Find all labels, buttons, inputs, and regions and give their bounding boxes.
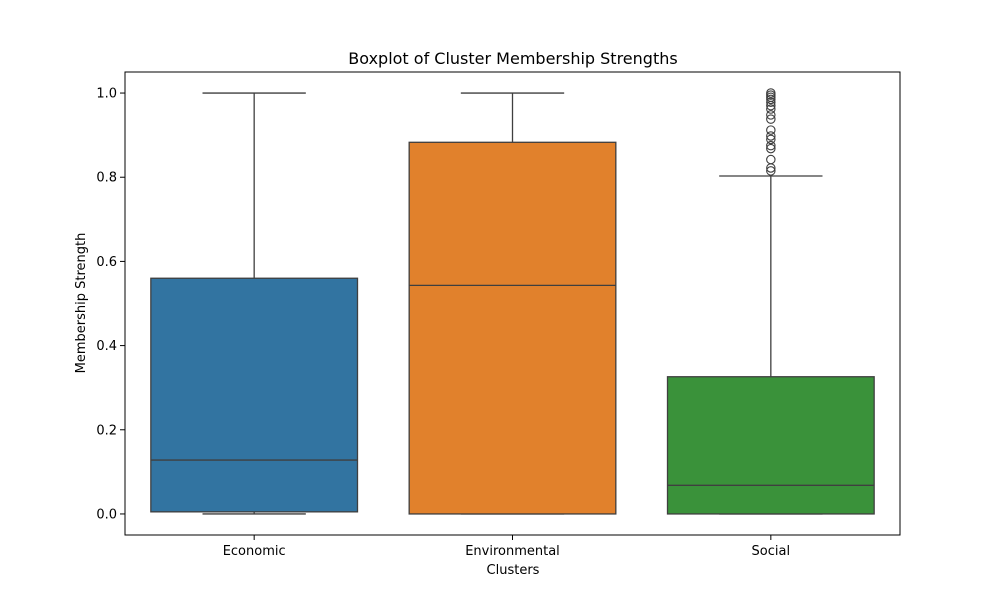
y-tick-label: 0.6 (96, 255, 117, 270)
y-tick-label: 0.2 (96, 423, 117, 438)
x-tick-label: Economic (223, 544, 286, 559)
outlier-point (766, 104, 776, 114)
y-tick-label: 0.4 (96, 339, 117, 354)
outlier-point (766, 88, 776, 98)
y-tick-label: 1.0 (96, 87, 117, 102)
outlier-point (766, 97, 776, 108)
x-tick-label: Environmental (465, 544, 560, 559)
outlier-point (766, 114, 776, 124)
outlier-point (766, 140, 776, 151)
box-group-social (666, 88, 875, 515)
outlier-point (766, 143, 776, 154)
box-group-environmental (408, 92, 617, 515)
chart-title: Boxplot of Cluster Membership Strengths (348, 49, 677, 68)
x-tick-label: Social (752, 544, 791, 559)
outlier-point (766, 166, 776, 176)
outlier-point (766, 131, 776, 141)
y-tick-label: 0.8 (96, 171, 117, 186)
y-axis-label: Membership Strength (74, 233, 89, 374)
box (666, 376, 875, 515)
outlier-point (766, 134, 776, 145)
outlier-point (766, 125, 776, 135)
box (408, 141, 617, 515)
box (150, 277, 359, 513)
plot-area: 0.0 0.2 0.4 0.6 0.8 1.0 Economic Environmental S… (96, 71, 901, 559)
outlier-point (766, 110, 776, 120)
box-group-economic (150, 92, 359, 515)
outlier-point (766, 154, 776, 165)
x-axis-label: Clusters (487, 563, 540, 578)
y-tick-label: 0.0 (96, 507, 117, 522)
